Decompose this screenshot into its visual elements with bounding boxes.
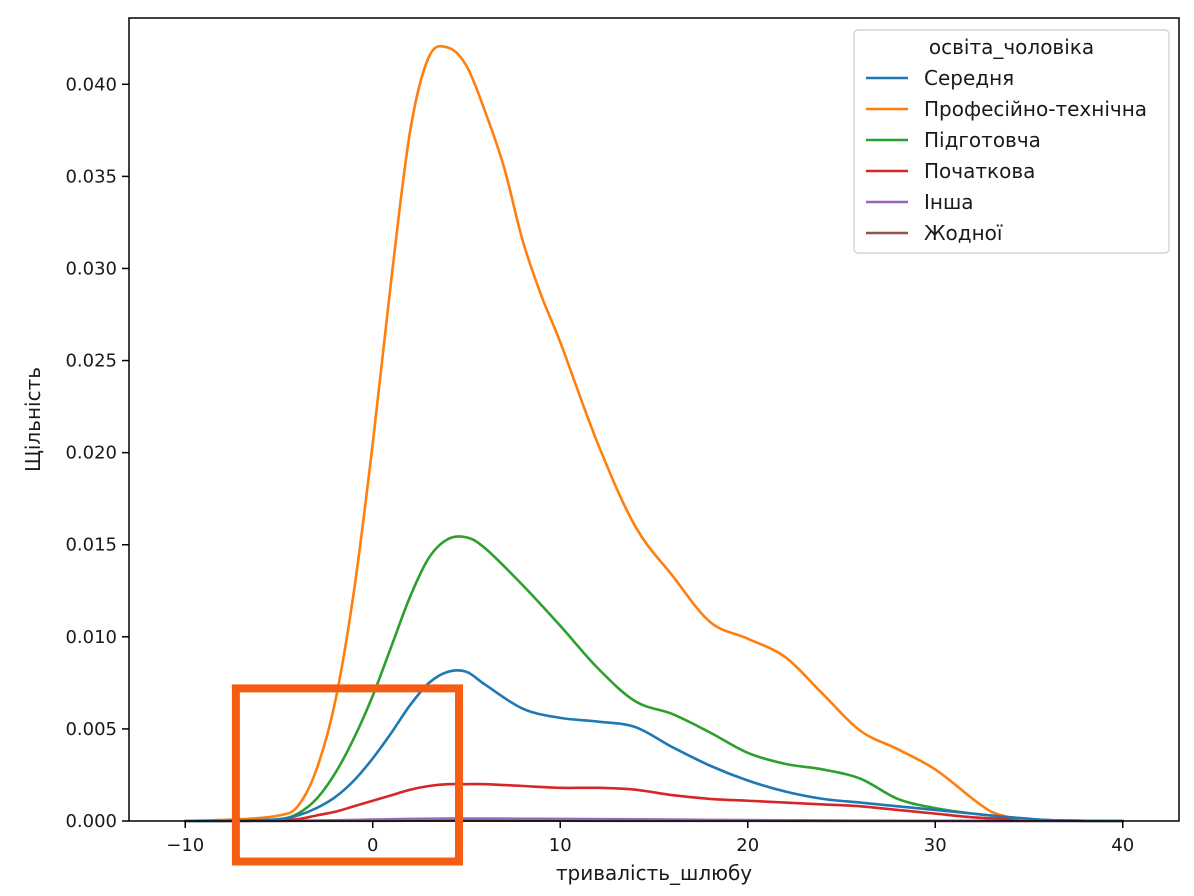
legend-entry: Професійно-технічна [924,97,1147,121]
axes-frame [128,17,1180,822]
x-tick-label: 40 [1111,835,1134,856]
y-tick-label: 0.025 [65,351,117,372]
series-line [183,669,1125,823]
x-axis: −10 0 10 20 30 40 [166,821,1134,856]
x-tick-label: 20 [736,835,759,856]
y-tick-label: 0.040 [65,74,117,95]
x-axis-label: тривалість_шлюбу [556,861,752,885]
legend-entry: Жодної [924,221,1003,245]
series-line [183,44,1125,823]
series-line [183,782,1125,823]
legend-entry: Середня [924,66,1014,90]
legend-entry: Інша [924,190,974,214]
legend-entry: Підготовча [924,128,1041,152]
legend-entry: Початкова [924,159,1035,183]
x-tick-label: −10 [166,835,204,856]
y-tick-label: 0.035 [65,166,117,187]
y-axis: 0.000 0.005 0.010 0.015 0.020 0.025 0.030 0.035… [65,74,129,832]
legend-items: Середня Професійно-технічна Підготовча Поча… [866,66,1147,245]
x-tick-label: 30 [924,835,947,856]
y-tick-label: 0.005 [65,719,117,740]
legend: освіта_чоловіка Середня Професійно-техніч… [853,29,1170,254]
y-tick-label: 0.015 [65,535,117,556]
y-tick-label: 0.000 [65,811,117,832]
highlight-box [231,684,463,866]
curves-layer [183,44,1125,823]
legend-box [853,29,1170,254]
y-tick-label: 0.020 [65,443,117,464]
legend-title: освіта_чоловіка [929,35,1094,59]
y-tick-label: 0.010 [65,627,117,648]
x-tick-label: 10 [549,835,572,856]
y-tick-label: 0.030 [65,258,117,279]
x-tick-label: 0 [367,835,378,856]
series-line [183,535,1125,823]
y-axis-label: Щільність [21,367,45,472]
